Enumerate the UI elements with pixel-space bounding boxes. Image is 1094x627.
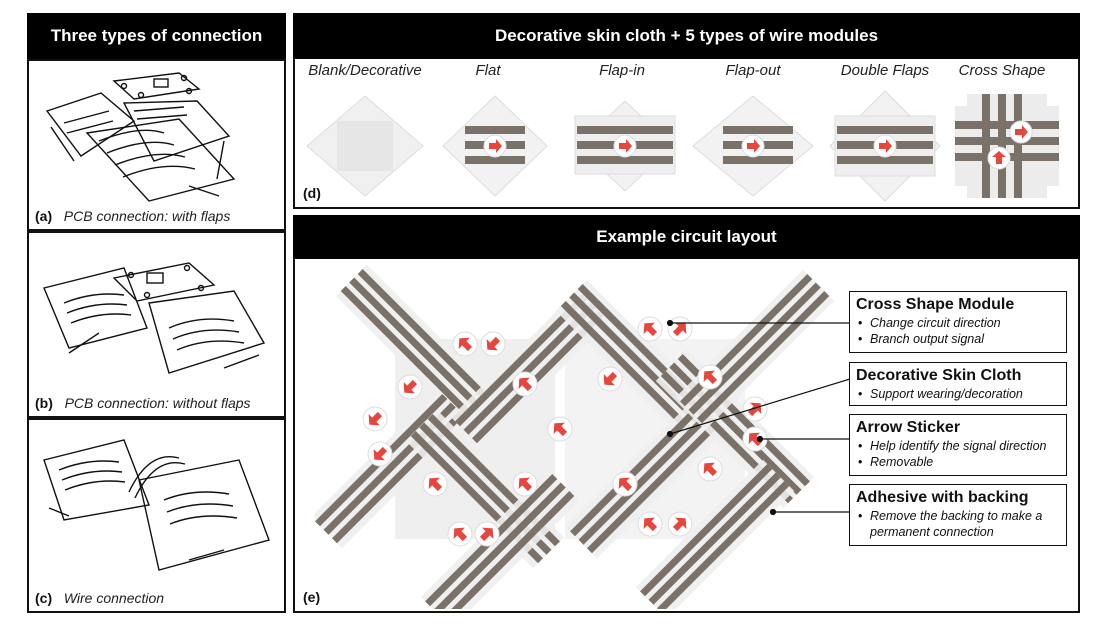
- caption-c-text: Wire connection: [63, 590, 165, 606]
- callout-bullet: Branch output signal: [858, 331, 1060, 347]
- wire-connection-drawing: [43, 439, 270, 571]
- callout-leader-lines: [666, 319, 851, 516]
- panel-d-label: (d): [303, 185, 321, 201]
- panel-e: Cross Shape Module Change circuit direct…: [293, 259, 1080, 613]
- caption-b-text: PCB connection: without flaps: [64, 395, 251, 411]
- callout-bullet: Removable: [858, 454, 1060, 470]
- circuit-layout-photo: [315, 264, 835, 609]
- module-blank: [306, 95, 424, 197]
- callout-bullet: Support wearing/decoration: [858, 386, 1060, 402]
- callout-skin-cloth: Decorative Skin Cloth Support wearing/de…: [849, 362, 1067, 406]
- caption-a: (a) PCB connection: with flaps: [35, 208, 230, 224]
- callout-arrow-sticker-title: Arrow Sticker: [856, 419, 961, 436]
- callout-bullet: Remove the backing to make a permanent c…: [858, 508, 1060, 540]
- callout-bullet: Help identify the signal direction: [858, 438, 1060, 454]
- panel-d: Blank/Decorative Flat Flap-in Flap-out D…: [293, 59, 1080, 209]
- caption-a-text: PCB connection: with flaps: [63, 208, 231, 224]
- module-swatches: [306, 90, 1059, 202]
- module-label-cross-shape: Cross Shape: [958, 62, 1046, 79]
- module-label-flat: Flat: [475, 62, 501, 79]
- panel-b: (b) PCB connection: without flaps: [27, 231, 286, 418]
- panel-a: (a) PCB connection: with flaps: [27, 59, 286, 231]
- callout-cross-shape-title: Cross Shape Module: [856, 296, 1015, 313]
- circuit-header: Example circuit layout: [293, 215, 1080, 259]
- callout-adhesive: Adhesive with backing Remove the backing…: [849, 484, 1067, 546]
- pcb-with-flaps-drawing: [45, 72, 236, 202]
- callout-cross-shape: Cross Shape Module Change circuit direct…: [849, 291, 1067, 353]
- pcb-without-flaps-drawing: [43, 262, 266, 374]
- caption-c: (c) Wire connection: [35, 590, 164, 606]
- callout-skin-cloth-title: Decorative Skin Cloth: [856, 367, 1022, 384]
- module-label-flap-in: Flap-in: [599, 62, 645, 79]
- callout-arrow-sticker: Arrow Sticker Help identify the signal d…: [849, 414, 1067, 476]
- module-label-blank: Blank/Decorative: [308, 62, 422, 79]
- module-label-flap-out: Flap-out: [725, 62, 781, 79]
- module-flap-in: [574, 100, 676, 192]
- module-label-double-flaps: Double Flaps: [840, 62, 930, 79]
- module-cross-shape: [955, 94, 1059, 198]
- modules-header: Decorative skin cloth + 5 types of wire …: [293, 13, 1080, 59]
- caption-c-letter: (c): [35, 590, 53, 606]
- caption-b-letter: (b): [35, 395, 53, 411]
- caption-b: (b) PCB connection: without flaps: [35, 395, 251, 411]
- module-flat: [442, 95, 548, 197]
- module-flap-out: [692, 95, 814, 197]
- module-double-flaps: [829, 90, 941, 202]
- callout-adhesive-title: Adhesive with backing: [856, 489, 1029, 506]
- panel-e-label: (e): [303, 589, 321, 605]
- panel-c: (c) Wire connection: [27, 418, 286, 613]
- callout-bullet: Change circuit direction: [858, 315, 1060, 331]
- left-header: Three types of connection: [27, 13, 286, 59]
- caption-a-letter: (a): [35, 208, 53, 224]
